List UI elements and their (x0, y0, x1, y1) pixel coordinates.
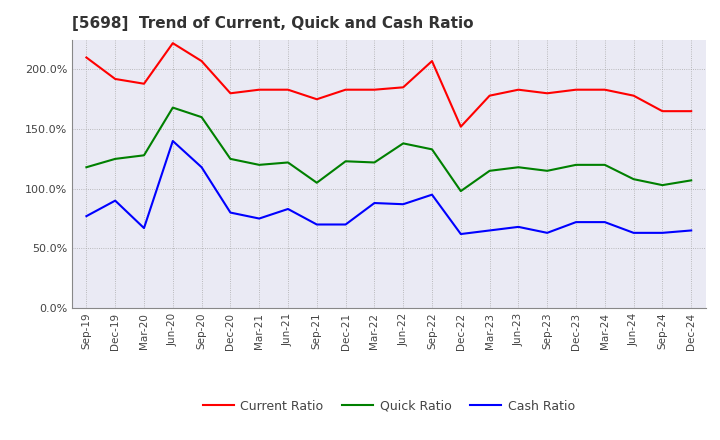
Cash Ratio (572, 220, 580, 225)
Current Ratio (312, 97, 321, 102)
Cash Ratio (485, 228, 494, 233)
Cash Ratio (629, 230, 638, 235)
Cash Ratio (399, 202, 408, 207)
Quick Ratio (312, 180, 321, 185)
Current Ratio (600, 87, 609, 92)
Current Ratio (255, 87, 264, 92)
Current Ratio (399, 84, 408, 90)
Current Ratio (456, 124, 465, 129)
Cash Ratio (658, 230, 667, 235)
Current Ratio (543, 91, 552, 96)
Current Ratio (370, 87, 379, 92)
Cash Ratio (456, 231, 465, 237)
Quick Ratio (399, 141, 408, 146)
Quick Ratio (370, 160, 379, 165)
Current Ratio (428, 59, 436, 64)
Cash Ratio (82, 213, 91, 219)
Current Ratio (226, 91, 235, 96)
Line: Quick Ratio: Quick Ratio (86, 108, 691, 191)
Current Ratio (197, 59, 206, 64)
Current Ratio (485, 93, 494, 98)
Cash Ratio (687, 228, 696, 233)
Quick Ratio (456, 188, 465, 194)
Line: Cash Ratio: Cash Ratio (86, 141, 691, 234)
Current Ratio (284, 87, 292, 92)
Quick Ratio (226, 156, 235, 161)
Cash Ratio (140, 225, 148, 231)
Cash Ratio (543, 230, 552, 235)
Quick Ratio (543, 168, 552, 173)
Quick Ratio (168, 105, 177, 110)
Quick Ratio (514, 165, 523, 170)
Quick Ratio (197, 114, 206, 120)
Quick Ratio (485, 168, 494, 173)
Cash Ratio (341, 222, 350, 227)
Quick Ratio (600, 162, 609, 168)
Cash Ratio (168, 138, 177, 143)
Current Ratio (341, 87, 350, 92)
Current Ratio (658, 109, 667, 114)
Quick Ratio (341, 159, 350, 164)
Cash Ratio (312, 222, 321, 227)
Cash Ratio (255, 216, 264, 221)
Cash Ratio (284, 206, 292, 212)
Quick Ratio (687, 178, 696, 183)
Quick Ratio (255, 162, 264, 168)
Current Ratio (514, 87, 523, 92)
Legend: Current Ratio, Quick Ratio, Cash Ratio: Current Ratio, Quick Ratio, Cash Ratio (198, 395, 580, 418)
Cash Ratio (370, 200, 379, 205)
Current Ratio (82, 55, 91, 60)
Cash Ratio (600, 220, 609, 225)
Current Ratio (687, 109, 696, 114)
Current Ratio (572, 87, 580, 92)
Cash Ratio (111, 198, 120, 203)
Quick Ratio (140, 153, 148, 158)
Cash Ratio (428, 192, 436, 197)
Line: Current Ratio: Current Ratio (86, 43, 691, 127)
Current Ratio (629, 93, 638, 98)
Text: [5698]  Trend of Current, Quick and Cash Ratio: [5698] Trend of Current, Quick and Cash … (72, 16, 474, 32)
Cash Ratio (226, 210, 235, 215)
Current Ratio (140, 81, 148, 86)
Current Ratio (168, 40, 177, 46)
Quick Ratio (629, 176, 638, 182)
Current Ratio (111, 76, 120, 81)
Quick Ratio (82, 165, 91, 170)
Quick Ratio (572, 162, 580, 168)
Quick Ratio (658, 183, 667, 188)
Cash Ratio (197, 165, 206, 170)
Quick Ratio (428, 147, 436, 152)
Cash Ratio (514, 224, 523, 230)
Quick Ratio (284, 160, 292, 165)
Quick Ratio (111, 156, 120, 161)
